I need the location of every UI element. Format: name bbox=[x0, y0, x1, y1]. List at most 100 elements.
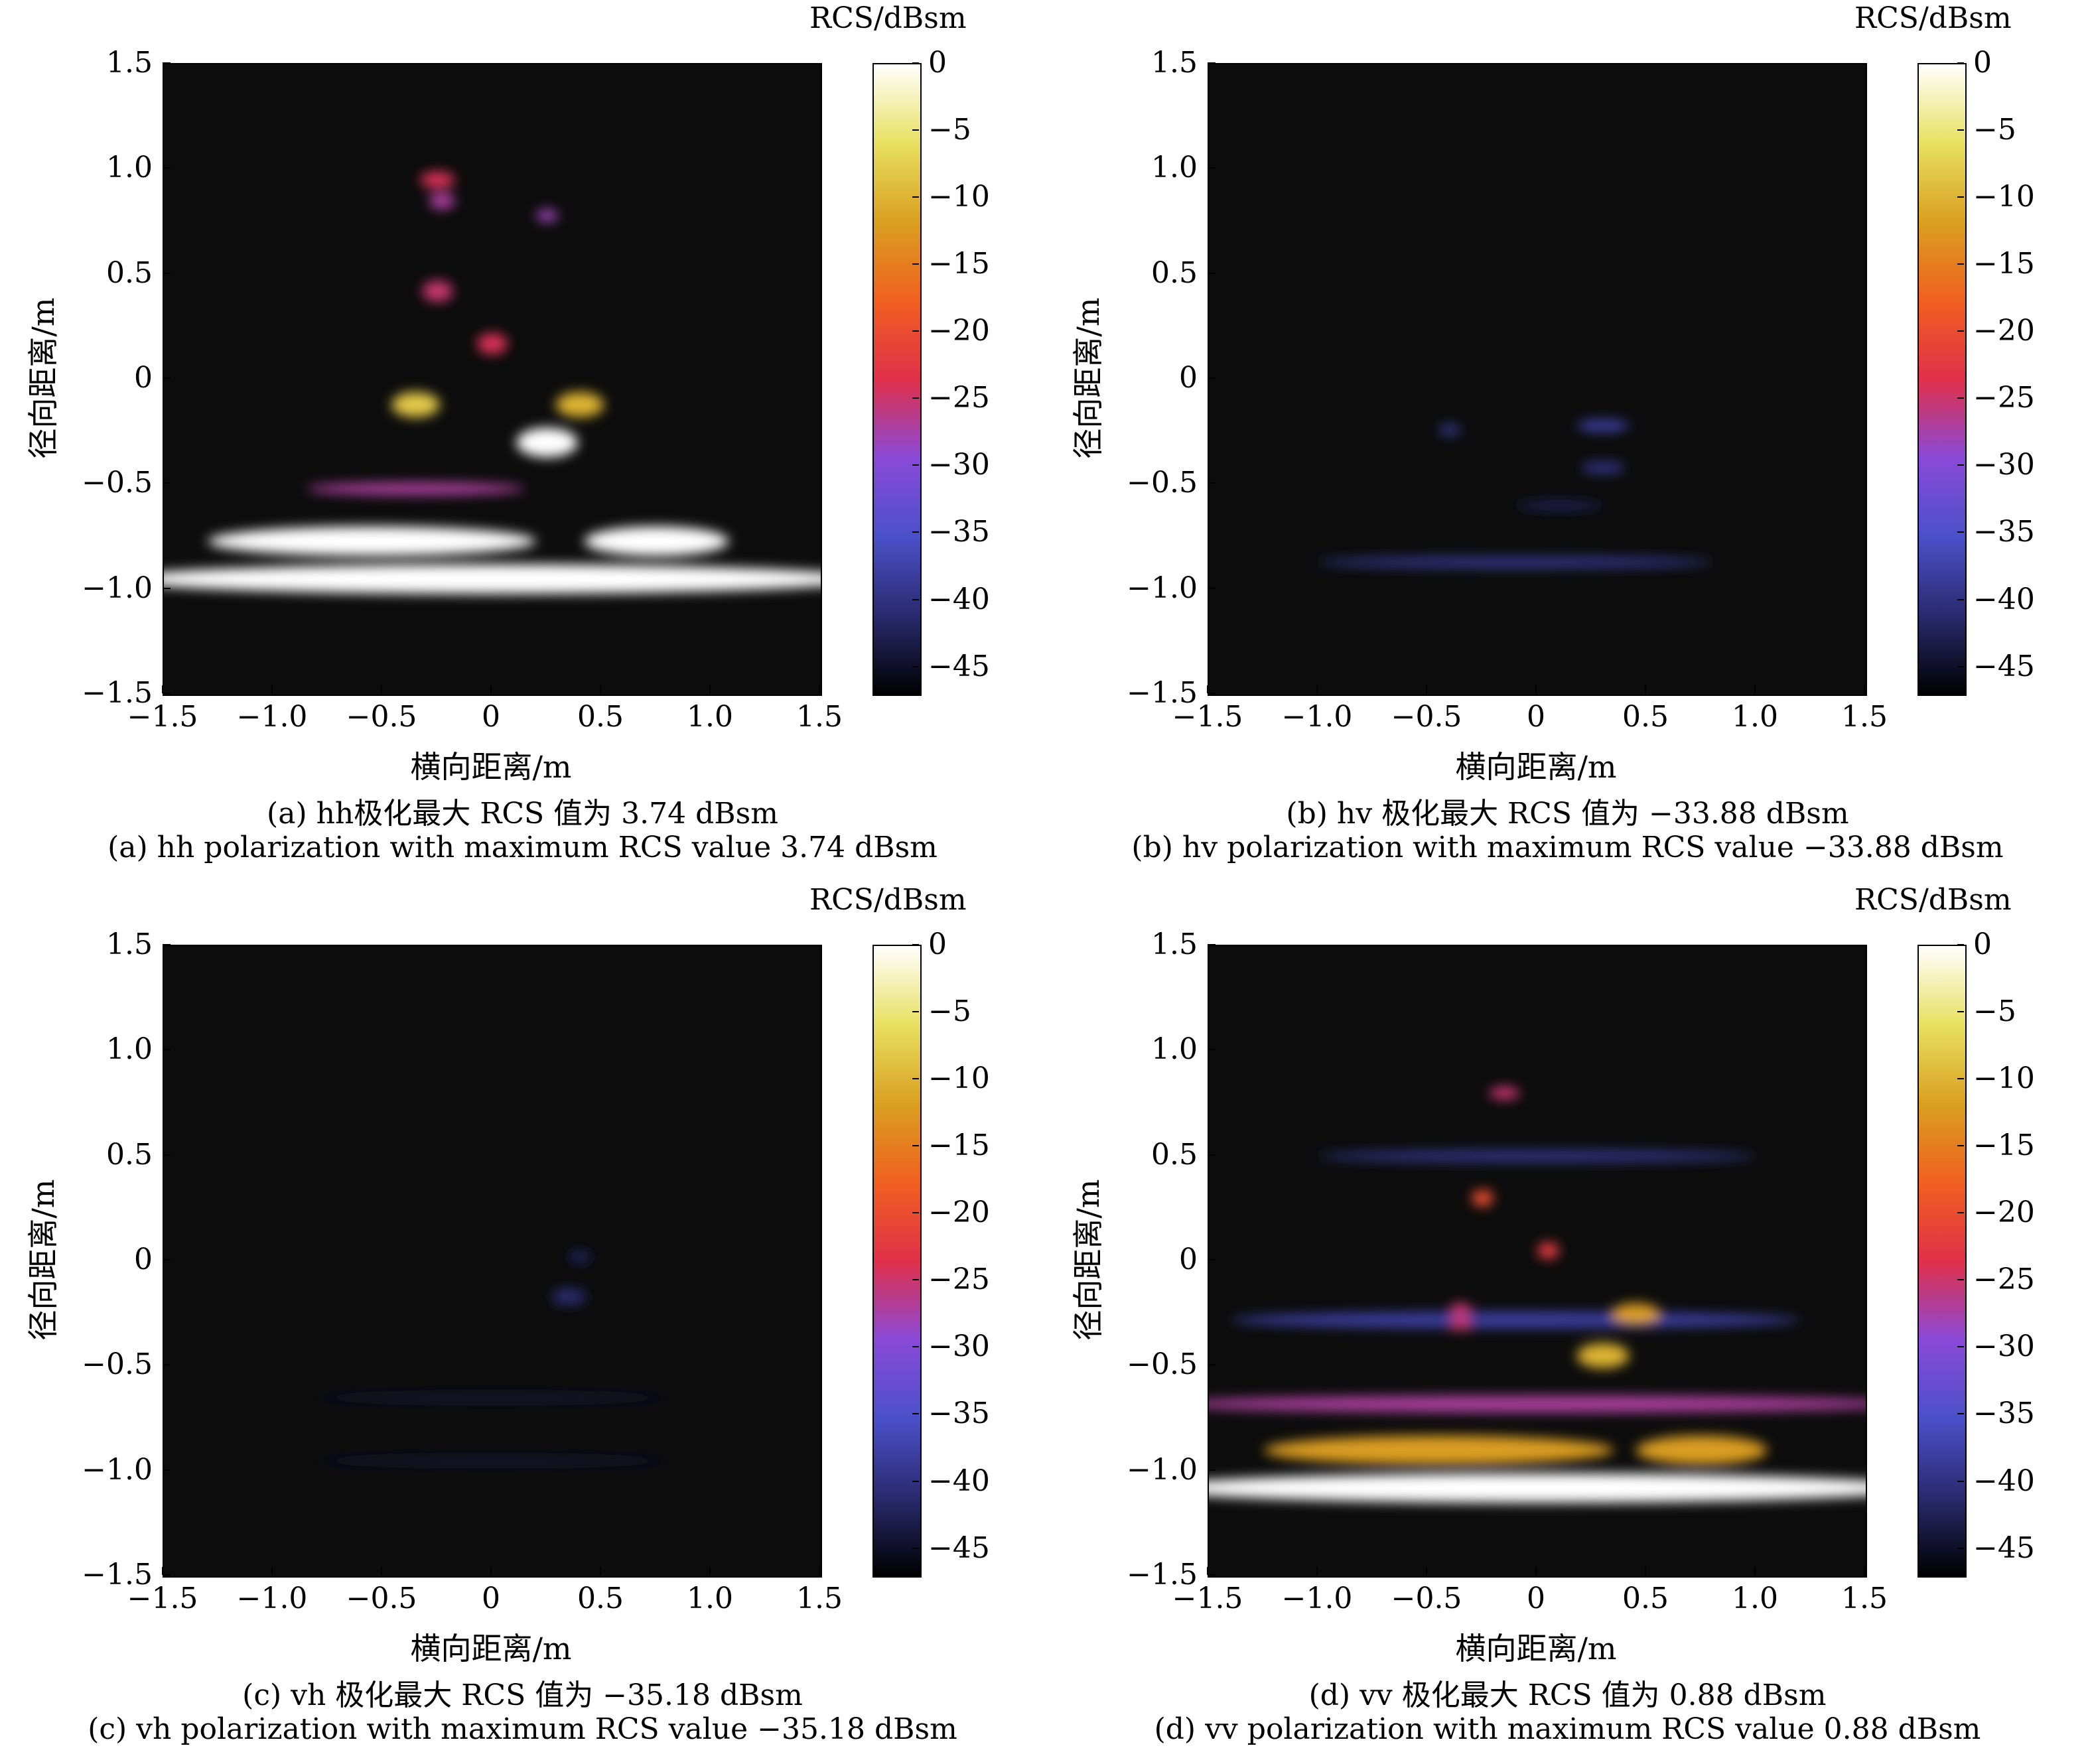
colorbar-tick-mark bbox=[912, 1547, 919, 1549]
colorbar-tick-mark bbox=[1957, 531, 1964, 533]
colorbar-tick-mark bbox=[1957, 1480, 1964, 1482]
colorbar-tick-label: −45 bbox=[1973, 649, 2035, 683]
colorbar-tick-mark bbox=[912, 1212, 919, 1214]
colorbar-tick-mark bbox=[912, 1413, 919, 1415]
y-tick-mark bbox=[1208, 167, 1216, 169]
x-tick-mark bbox=[162, 1567, 163, 1575]
rcs-scatterer-2 bbox=[1209, 1395, 1866, 1412]
rcs-scatterer-11 bbox=[164, 564, 821, 594]
colorbar-tick-mark bbox=[1957, 1346, 1964, 1348]
x-axis-label: 横向距离/m bbox=[410, 1631, 572, 1666]
y-tick-label: −1.5 bbox=[1127, 1558, 1198, 1592]
colorbar-tick-label: −30 bbox=[928, 448, 990, 482]
x-tick-label: 0 bbox=[482, 700, 500, 734]
colorbar-tick-label: −10 bbox=[928, 1061, 990, 1096]
y-tick-mark bbox=[163, 1469, 171, 1471]
x-tick-label: 1.0 bbox=[1732, 1582, 1778, 1615]
colorbar-tick-mark bbox=[912, 1279, 919, 1281]
rcs-scatterer-6 bbox=[1537, 1242, 1559, 1259]
panel-hh: −1.5 −1.0 −0.5 0 0.5 1.0 1.5 1.5 1.0 0.5 0 −0.5 −1.0… bbox=[0, 0, 1045, 882]
colorbar-tick-label: −10 bbox=[1973, 180, 2035, 214]
colorbar-tick-label: −35 bbox=[1973, 1396, 2035, 1431]
y-tick-mark bbox=[1208, 377, 1216, 379]
colorbar-tick-label: −40 bbox=[928, 1463, 990, 1498]
colorbar-tick-label: −45 bbox=[928, 649, 990, 683]
rcs-scatterer-2 bbox=[1581, 461, 1625, 474]
y-tick-label: 0 bbox=[134, 361, 153, 395]
x-tick-mark bbox=[1535, 685, 1537, 693]
x-tick-mark bbox=[381, 1567, 382, 1575]
x-tick-mark bbox=[271, 1567, 273, 1575]
x-tick-label: 0 bbox=[1527, 700, 1545, 734]
rcs-scatterer-1 bbox=[1438, 423, 1461, 437]
y-tick-label: −1.5 bbox=[82, 1558, 153, 1592]
x-tick-mark bbox=[709, 1567, 711, 1575]
y-tick-label: 1.5 bbox=[106, 927, 153, 961]
heatmap-svg bbox=[1209, 1087, 1866, 1503]
caption-english: (d) vv polarization with maximum RCS val… bbox=[1154, 1712, 1981, 1746]
colorbar-tick-label: −15 bbox=[1973, 247, 2035, 281]
colorbar-tick-label: −10 bbox=[1973, 1061, 2035, 1096]
rcs-scatterer-1 bbox=[317, 1456, 667, 1465]
x-tick-mark bbox=[1316, 685, 1318, 693]
y-tick-mark bbox=[163, 62, 171, 64]
caption-english: (b) hv polarization with maximum RCS val… bbox=[1131, 831, 2004, 864]
y-tick-label: −1.0 bbox=[1127, 571, 1198, 605]
caption-english: (a) hh polarization with maximum RCS val… bbox=[107, 831, 938, 864]
colorbar-tick-mark bbox=[1957, 1078, 1964, 1080]
colorbar-tick-mark bbox=[912, 129, 919, 131]
rcs-scatterer-8 bbox=[1263, 1435, 1614, 1465]
caption-english: (c) vh polarization with maximum RCS val… bbox=[88, 1712, 957, 1746]
x-axis-label: 横向距离/m bbox=[410, 749, 572, 785]
colorbar-tick-mark bbox=[1957, 665, 1964, 667]
y-tick-mark bbox=[1208, 1259, 1216, 1260]
colorbar-tick-mark bbox=[912, 665, 919, 667]
x-tick-mark bbox=[1426, 685, 1427, 693]
colorbar-tick-mark bbox=[912, 1346, 919, 1348]
x-tick-mark bbox=[819, 685, 820, 693]
colorbar-tick-mark bbox=[912, 1011, 919, 1013]
x-tick-mark bbox=[1207, 685, 1208, 693]
colorbar-unit-label: RCS/dBsm bbox=[1854, 1, 2012, 35]
rcs-scatterer-0 bbox=[317, 1393, 667, 1402]
y-tick-mark bbox=[1208, 1364, 1216, 1366]
colorbar bbox=[872, 63, 922, 696]
colorbar-tick-mark bbox=[912, 1480, 919, 1482]
panel-vh: −1.5 −1.0 −0.5 0 0.5 1.0 1.5 1.5 1.0 0.5 0 −0.5 −1.0… bbox=[0, 882, 1045, 1763]
y-tick-mark bbox=[163, 377, 171, 379]
colorbar-tick-label: 0 bbox=[928, 46, 947, 80]
colorbar-tick-label: −40 bbox=[928, 582, 990, 616]
x-tick-mark bbox=[819, 1567, 820, 1575]
y-tick-mark bbox=[163, 1154, 171, 1156]
y-tick-mark bbox=[163, 944, 171, 945]
heatmap-plot bbox=[1208, 63, 1867, 696]
caption-chinese: (d) vv 极化最大 RCS 值为 0.88 dBsm bbox=[1308, 1678, 1827, 1712]
x-tick-label: 1.0 bbox=[687, 700, 733, 734]
colorbar-tick-mark bbox=[1957, 944, 1964, 945]
colorbar-tick-label: −5 bbox=[928, 994, 971, 1029]
x-tick-mark bbox=[1645, 685, 1646, 693]
y-tick-label: −0.5 bbox=[1127, 1347, 1198, 1382]
rcs-scatterer-8 bbox=[584, 526, 729, 556]
colorbar-tick-label: −25 bbox=[928, 381, 990, 415]
y-tick-mark bbox=[163, 1049, 171, 1051]
colorbar-tick-label: −25 bbox=[1973, 381, 2035, 415]
x-tick-label: −1.5 bbox=[1172, 700, 1243, 734]
colorbar bbox=[1917, 63, 1967, 696]
y-tick-label: −1.0 bbox=[1127, 1452, 1198, 1487]
colorbar-tick-label: −15 bbox=[928, 1128, 990, 1163]
rcs-scatterer-10 bbox=[516, 427, 578, 458]
heatmap-plot bbox=[163, 945, 822, 1578]
y-tick-label: 0.5 bbox=[106, 1137, 153, 1172]
colorbar-tick-mark bbox=[1957, 1413, 1964, 1415]
colorbar-tick-mark bbox=[912, 397, 919, 399]
colorbar-tick-mark bbox=[912, 196, 919, 198]
colorbar-tick-label: −30 bbox=[1973, 448, 2035, 482]
x-tick-mark bbox=[490, 1567, 492, 1575]
x-tick-mark bbox=[1645, 1567, 1646, 1575]
colorbar-tick-label: −35 bbox=[928, 515, 990, 549]
colorbar-tick-label: −5 bbox=[1973, 994, 2016, 1029]
panel-hv: −1.5 −1.0 −0.5 0 0.5 1.0 1.5 1.5 1.0 0.5 0 −0.5 −1.0… bbox=[1045, 0, 2090, 882]
x-tick-label: 0.5 bbox=[1622, 700, 1669, 734]
y-tick-mark bbox=[1208, 944, 1216, 945]
